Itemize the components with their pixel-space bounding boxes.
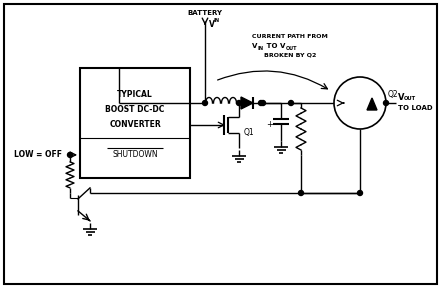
- Polygon shape: [367, 98, 377, 110]
- Text: V: V: [252, 43, 258, 49]
- Text: V: V: [398, 92, 404, 101]
- Text: +: +: [266, 120, 273, 129]
- Text: CONVERTER: CONVERTER: [109, 120, 161, 129]
- Text: BOOST DC-DC: BOOST DC-DC: [105, 105, 164, 114]
- Text: TO LOAD: TO LOAD: [398, 105, 433, 111]
- Circle shape: [236, 101, 242, 105]
- Circle shape: [258, 101, 264, 105]
- Circle shape: [288, 101, 294, 105]
- Text: BROKEN BY Q2: BROKEN BY Q2: [264, 52, 316, 58]
- Circle shape: [202, 101, 208, 105]
- Circle shape: [67, 152, 72, 158]
- Circle shape: [334, 77, 386, 129]
- Text: OUT: OUT: [286, 46, 298, 50]
- Text: CURRENT PATH FROM: CURRENT PATH FROM: [252, 33, 328, 39]
- Text: TYPICAL: TYPICAL: [117, 90, 153, 99]
- Bar: [80, 68, 190, 178]
- Text: V: V: [209, 20, 215, 29]
- Text: BATTERY: BATTERY: [187, 10, 223, 16]
- Text: SHUTDOWN: SHUTDOWN: [112, 150, 158, 159]
- Text: Q2: Q2: [388, 90, 399, 99]
- Circle shape: [384, 101, 389, 105]
- Circle shape: [261, 101, 265, 105]
- Circle shape: [358, 190, 363, 196]
- Text: OUT: OUT: [404, 96, 416, 101]
- Text: IN: IN: [214, 18, 220, 23]
- Polygon shape: [241, 97, 253, 109]
- Text: Q1: Q1: [244, 128, 254, 137]
- Text: TO V: TO V: [264, 43, 285, 49]
- Text: LOW = OFF: LOW = OFF: [14, 150, 62, 159]
- Text: IN: IN: [258, 46, 264, 50]
- Circle shape: [299, 190, 303, 196]
